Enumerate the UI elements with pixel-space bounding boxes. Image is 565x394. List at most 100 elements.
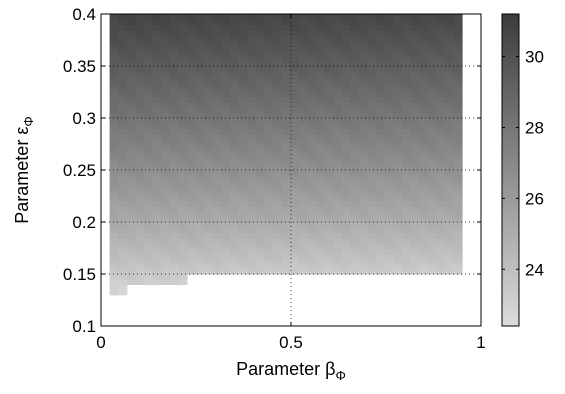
heatmap-cell (376, 45, 386, 51)
heatmap-cell (255, 216, 265, 223)
heatmap-cell (118, 216, 128, 223)
heatmap-cell (229, 81, 240, 88)
heatmap-cell (307, 19, 317, 25)
heatmap-cell (341, 40, 351, 46)
heatmap-cell (247, 263, 257, 270)
heatmap-cell (358, 185, 369, 192)
heatmap-cell (212, 102, 222, 109)
heatmap-cell (453, 118, 463, 124)
heatmap-cell (436, 237, 446, 244)
heatmap-cell (109, 92, 119, 98)
heatmap-cell (161, 222, 171, 228)
heatmap-cell (376, 154, 386, 161)
heatmap-cell (118, 289, 128, 296)
heatmap-cell (178, 216, 188, 223)
heatmap-cell (436, 86, 446, 93)
heatmap-cell (186, 216, 197, 223)
heatmap-cell (238, 118, 248, 124)
heatmap-cell (419, 71, 429, 77)
heatmap-cell (367, 196, 377, 202)
heatmap-cell (178, 279, 188, 285)
heatmap-cell (161, 196, 171, 202)
heatmap-cell (247, 159, 257, 166)
heatmap-cell (255, 81, 265, 88)
heatmap-cell (229, 34, 240, 41)
heatmap-cell (376, 180, 386, 187)
heatmap-cell (436, 81, 446, 88)
heatmap-cell (350, 128, 360, 135)
heatmap-cell (264, 175, 274, 181)
heatmap-cell (290, 76, 300, 83)
heatmap-cell (135, 242, 145, 249)
heatmap-cell (384, 206, 394, 213)
heatmap-cell (453, 50, 463, 57)
heatmap-cell (118, 50, 128, 57)
heatmap-cell (135, 112, 145, 119)
heatmap-cell (238, 86, 248, 93)
heatmap-cell (221, 102, 231, 109)
heatmap-cell (410, 24, 420, 31)
heatmap-cell (315, 107, 326, 114)
heatmap-cell (143, 201, 154, 207)
heatmap-cell (358, 180, 369, 187)
heatmap-cell (384, 237, 394, 244)
heatmap-cell (358, 175, 369, 181)
heatmap-cell (427, 206, 437, 213)
heatmap-cell (169, 118, 179, 124)
heatmap-cell (453, 128, 463, 135)
heatmap-cell (419, 253, 429, 259)
colorbar-tick-label: 26 (525, 189, 544, 208)
heatmap-cell (367, 159, 377, 166)
heatmap-cell (178, 222, 188, 228)
heatmap-cell (255, 227, 265, 233)
heatmap-cell (307, 112, 317, 119)
colorbar-tick-label: 30 (525, 48, 544, 67)
heatmap-cell (367, 14, 377, 20)
heatmap-cell (350, 138, 360, 145)
heatmap-cell (195, 211, 205, 218)
heatmap-cell (109, 190, 119, 197)
heatmap-cell (161, 232, 171, 239)
heatmap-cell (290, 45, 300, 51)
heatmap-cell (444, 40, 455, 46)
heatmap-cell (109, 180, 119, 187)
heatmap-cell (350, 71, 360, 77)
heatmap-cell (384, 97, 394, 103)
heatmap-cell (161, 237, 171, 244)
heatmap-cell (444, 164, 455, 171)
heatmap-cell (290, 138, 300, 145)
heatmap-cell (118, 19, 128, 25)
heatmap-cell (427, 138, 437, 145)
heatmap-cell (204, 81, 214, 88)
heatmap-cell (186, 55, 197, 62)
heatmap-cell (281, 268, 291, 275)
heatmap-cell (135, 268, 145, 275)
heatmap-cell (178, 128, 188, 135)
heatmap-cell (161, 118, 171, 124)
heatmap-cell (178, 258, 188, 265)
heatmap-cell (229, 19, 240, 25)
heatmap-cell (186, 144, 197, 150)
heatmap-cell (152, 216, 162, 223)
heatmap-cell (384, 133, 394, 140)
heatmap-cell (143, 216, 154, 223)
heatmap-cell (264, 242, 274, 249)
heatmap-cell (221, 164, 231, 171)
heatmap-cell (238, 107, 248, 114)
heatmap-cell (453, 196, 463, 202)
heatmap-cell (281, 19, 291, 25)
heatmap-cell (272, 138, 283, 145)
heatmap-cell (358, 232, 369, 239)
heatmap-cell (436, 128, 446, 135)
heatmap-cell (264, 211, 274, 218)
heatmap-cell (350, 248, 360, 254)
heatmap-cell (126, 71, 136, 77)
heatmap-cell (255, 138, 265, 145)
heatmap-cell (229, 60, 240, 67)
heatmap-cell (341, 92, 351, 98)
heatmap-cell (401, 263, 412, 270)
heatmap-cell (272, 55, 283, 62)
heatmap-cell (161, 170, 171, 176)
heatmap-cell (126, 248, 136, 254)
heatmap-cell (384, 268, 394, 275)
